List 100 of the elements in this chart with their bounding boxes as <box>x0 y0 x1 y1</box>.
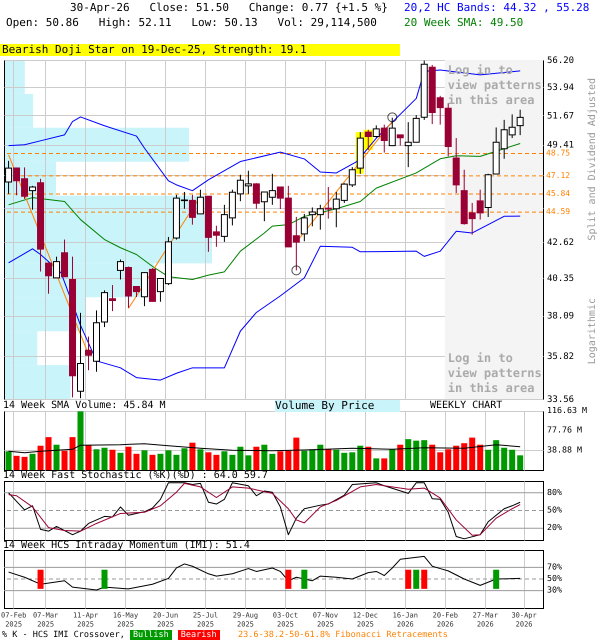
text: 20 Week SMA: 49.50 <box>404 16 524 29</box>
bar <box>493 440 500 470</box>
bar <box>357 446 364 470</box>
chart-title: 14 Week Fast Stochastic (%K)(%D) : 64.0 59.7 <box>3 470 268 481</box>
bar <box>301 450 308 470</box>
bar <box>6 451 12 470</box>
bar <box>125 446 132 470</box>
bar <box>277 451 284 470</box>
candlestick <box>300 213 308 242</box>
bar <box>46 437 52 470</box>
bar <box>389 449 396 470</box>
bar <box>317 444 324 470</box>
candlestick <box>516 109 524 136</box>
bar <box>229 454 236 470</box>
bar <box>22 456 28 470</box>
bar <box>30 454 36 470</box>
text: WEEKLY CHART <box>430 400 502 412</box>
bar <box>109 450 116 470</box>
candlestick <box>252 182 260 210</box>
y-tick-label: 80% <box>547 486 562 497</box>
bar <box>70 437 76 470</box>
text: Bearish <box>178 630 220 640</box>
chart-title: 14 Week HCS Intraday Momentum (IMI): 51.4 <box>3 540 250 551</box>
y-tick-label: 77.76 M <box>547 424 582 435</box>
bar <box>133 454 140 470</box>
bar <box>285 450 292 470</box>
line-series <box>8 142 521 280</box>
y-tick-label: 35.82 <box>547 352 574 362</box>
bar <box>141 450 148 470</box>
y-tick-label: 20% <box>547 522 562 532</box>
candlestick <box>61 239 68 278</box>
candlestick <box>85 336 92 371</box>
bar <box>245 455 252 470</box>
y-tick-label: 33.56 <box>547 395 574 405</box>
chart-subtitle: Open: 50.86 High: 52.11 Low: 50.13 Vol: 29,114,500 <box>6 16 377 29</box>
bar <box>181 448 188 470</box>
candlestick <box>380 124 388 154</box>
y-tick-label: 116.63 M <box>547 405 587 415</box>
candlestick <box>324 186 332 220</box>
chart-title: 14 Week SMA Volume: 45.84 M <box>3 400 166 412</box>
bar <box>469 438 476 470</box>
bar <box>397 444 404 470</box>
bar <box>38 446 44 470</box>
y-tick-label: 50% <box>547 573 562 583</box>
bar <box>261 444 268 470</box>
bar <box>373 458 380 470</box>
line-series <box>8 556 521 591</box>
bar <box>237 446 244 470</box>
y-tick-label: 30% <box>547 584 562 595</box>
y-tick-label: 38.09 <box>547 312 574 322</box>
bar <box>509 450 516 470</box>
candlestick <box>45 262 52 294</box>
y-tick-label: 42.62 <box>547 238 574 248</box>
y-tick-label: 38.88 M <box>547 444 582 454</box>
bar <box>253 446 260 470</box>
bar <box>477 444 484 470</box>
bar <box>381 458 388 470</box>
annotation: Log in to view patterns in this area <box>448 351 543 396</box>
annotation: Volume By Price <box>275 399 400 412</box>
legend-title: % K - HCS IMI Crossover, <box>2 630 126 640</box>
y-tick-label: 53.94 <box>547 82 574 93</box>
bar <box>445 449 452 470</box>
bar <box>62 450 68 470</box>
bar <box>349 452 356 470</box>
text: 20,2 HC Bands: 44.32 , 55.28 <box>404 1 590 14</box>
candlestick <box>372 124 380 138</box>
line-series <box>8 443 521 454</box>
bar <box>197 449 204 470</box>
y-tick-label: 49.41 <box>547 140 574 151</box>
ref-line-label: 44.59 <box>546 207 570 216</box>
bar <box>86 445 92 470</box>
y-tick-label: 70% <box>547 561 562 572</box>
bar <box>365 446 372 470</box>
bar <box>78 411 84 470</box>
ref-line-label: 45.84 <box>546 188 570 198</box>
bar <box>221 451 228 470</box>
bar <box>94 449 100 470</box>
bar <box>421 440 428 470</box>
bar <box>173 454 180 470</box>
candlestick <box>108 284 116 312</box>
ref-line-label: 48.75 <box>546 148 570 158</box>
bar <box>429 444 436 470</box>
bar <box>501 448 508 470</box>
bar <box>157 454 164 470</box>
bar <box>165 450 172 470</box>
bar <box>213 454 220 470</box>
y-axis-title: Split and Dividend Adjusted <box>587 78 599 241</box>
bar <box>293 438 300 470</box>
bar <box>189 442 196 470</box>
y-tick-label: 50% <box>547 504 562 514</box>
bar <box>485 450 492 470</box>
bar <box>269 454 276 470</box>
bar <box>517 455 524 470</box>
bar <box>461 443 468 470</box>
bar <box>453 446 460 470</box>
bar <box>309 449 316 470</box>
bar <box>333 450 340 470</box>
chart-title: 30-Apr-26 Close: 51.50 Change: 0.77 {+1.5 %} <box>70 1 388 14</box>
y-tick-label: 56.20 <box>547 56 574 66</box>
bar <box>325 449 332 470</box>
